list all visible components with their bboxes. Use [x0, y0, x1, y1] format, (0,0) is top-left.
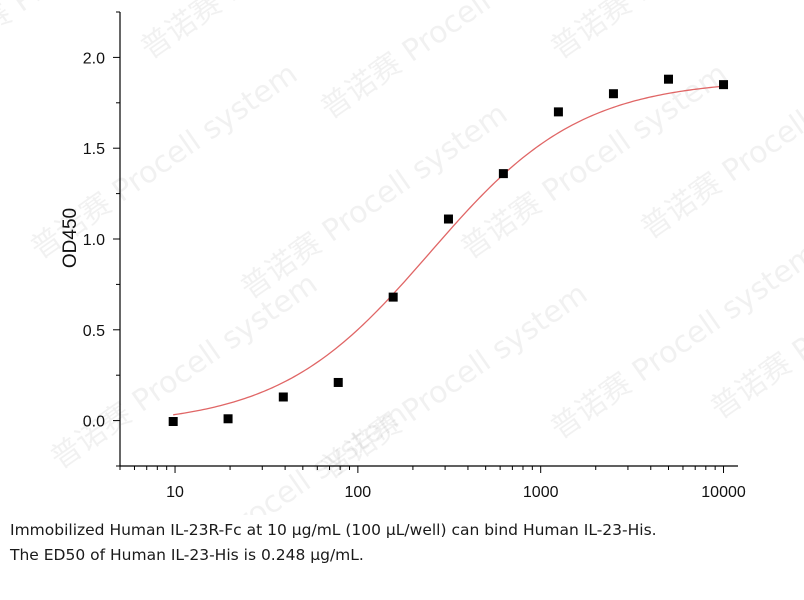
caption-line-2: The ED50 of Human IL-23-His is 0.248 μg/…: [10, 546, 364, 564]
watermark-text: 普诺赛 Procell system: [545, 236, 804, 446]
watermark-text: 普诺赛 Procell system: [545, 0, 804, 67]
fit-curve: [173, 85, 724, 416]
y-tick-label: 2.0: [83, 50, 105, 67]
data-point: [663, 74, 673, 84]
y-tick-label: 0.0: [83, 414, 105, 431]
figure-caption: Immobilized Human IL-23R-Fc at 10 μg/mL …: [10, 518, 800, 568]
data-point: [278, 392, 288, 402]
data-point: [333, 377, 343, 387]
watermark-text: 普诺赛 Procell system: [315, 0, 595, 127]
watermark-text: 普诺赛 Procell system: [45, 266, 325, 476]
x-tick-label: 100: [345, 484, 372, 501]
x-tick-label: 1000: [523, 484, 559, 501]
y-axis-ticks: 0.0 0.5 1.0 1.5 2.0: [83, 11, 120, 467]
watermark-text: 普诺赛 Procell system: [455, 56, 735, 266]
data-point: [223, 414, 233, 424]
x-tick-label: 10000: [701, 484, 746, 501]
y-tick-label: 1.0: [83, 232, 105, 249]
data-points: [168, 74, 729, 427]
data-point: [719, 80, 729, 90]
caption-line-1: Immobilized Human IL-23R-Fc at 10 μg/mL …: [10, 521, 657, 539]
x-tick-label: 10: [166, 484, 184, 501]
data-point: [443, 214, 453, 224]
watermark-text: 普诺赛 Procell system: [235, 96, 515, 306]
x-axis-ticks: 10 100 1000 10000: [119, 466, 746, 501]
y-tick-label: 0.5: [83, 323, 105, 340]
data-point: [608, 89, 618, 99]
data-point: [168, 417, 178, 427]
data-point: [388, 292, 398, 302]
y-tick-label: 1.5: [83, 141, 105, 158]
y-axis-label: OD450: [60, 208, 81, 268]
data-point: [498, 169, 508, 179]
data-point: [553, 107, 563, 117]
